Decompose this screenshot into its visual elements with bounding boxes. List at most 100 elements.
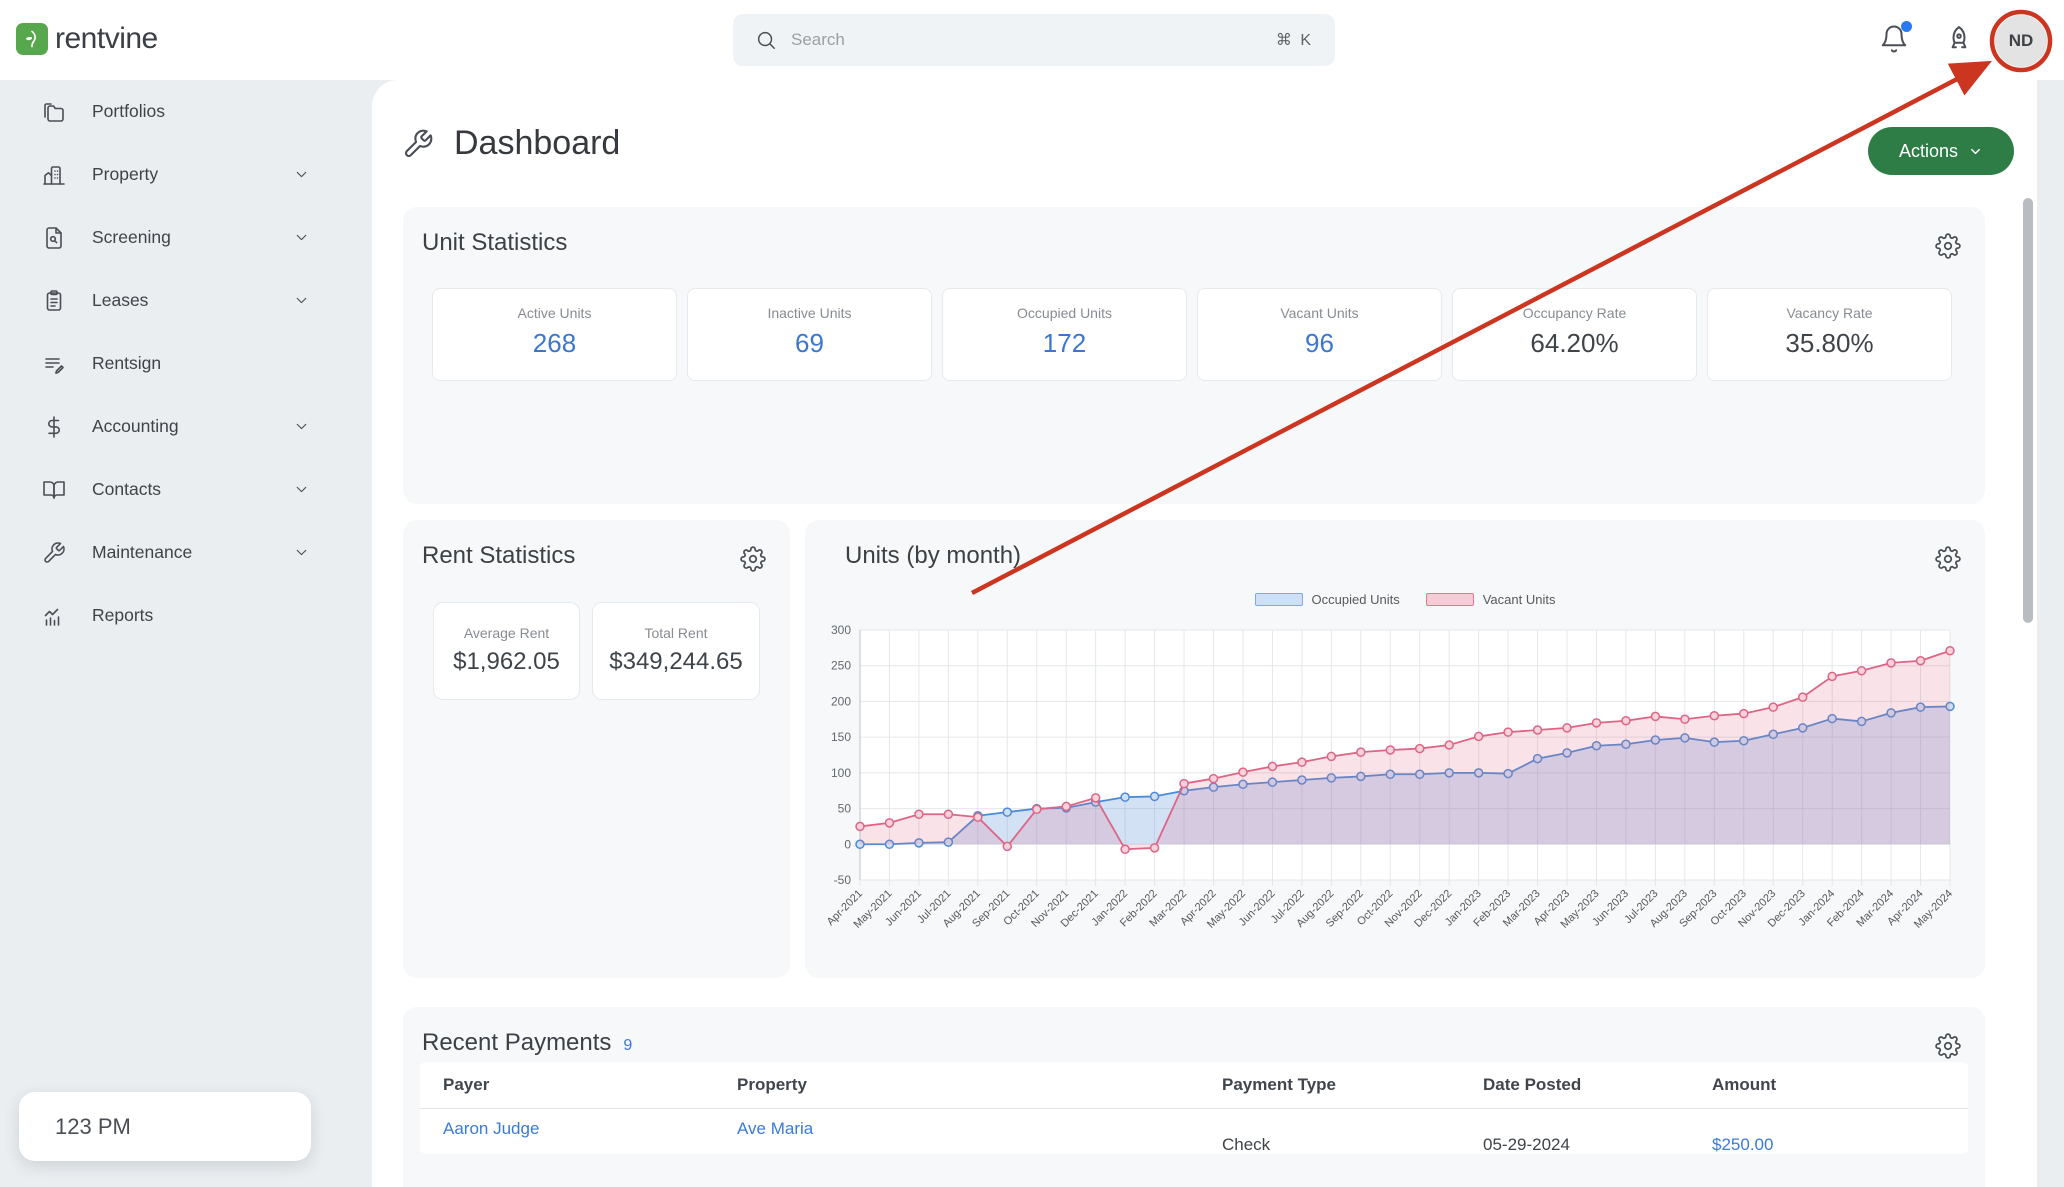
rentvine-leaf-icon [16, 23, 48, 55]
rent-stat-row: Average Rent $1,962.05 Total Rent $349,244.… [433, 602, 760, 700]
svg-text:100: 100 [831, 766, 851, 780]
folders-icon [44, 102, 64, 122]
time-toast-text: 123 PM [55, 1113, 131, 1139]
payments-table: Payer Property Payment Type Date Posted Amou… [420, 1062, 1968, 1154]
vertical-scrollbar-thumb[interactable] [2023, 198, 2033, 623]
brand-logo[interactable]: rentvine [16, 22, 158, 56]
chevron-down-icon [293, 544, 310, 561]
rent-statistics-card: Rent Statistics Average Rent $1,962.05 Tot… [403, 520, 790, 978]
wrench-icon [402, 128, 434, 160]
sidebar-item-label: Screening [92, 227, 171, 247]
sidebar-item-leases[interactable]: Leases [0, 269, 372, 332]
amount-link[interactable]: $250.00 [1712, 1135, 1774, 1154]
chart-legend: Occupied Units Vacant Units [860, 592, 1950, 607]
sidebar-item-portfolios[interactable]: Portfolios [0, 80, 372, 143]
svg-text:200: 200 [831, 694, 851, 708]
notification-badge [1901, 21, 1912, 32]
stat-label: Average Rent [463, 625, 550, 641]
sidebar-item-reports[interactable]: Reports [0, 584, 372, 647]
search-shortcut-hint: ⌘ K [1275, 32, 1313, 49]
unit-statistics-title: Unit Statistics [422, 229, 568, 256]
sidebar-item-label: Accounting [92, 416, 179, 436]
stat-label: Active Units [517, 305, 592, 321]
page-title-text: Dashboard [454, 124, 621, 162]
payer-link[interactable]: Aaron Judge [443, 1119, 540, 1138]
legend-vacant: Vacant Units [1425, 592, 1556, 607]
stat-value: 268 [532, 328, 577, 358]
stat-value: 172 [1042, 328, 1087, 358]
column-header-payer: Payer [443, 1075, 490, 1094]
unit-statistics-card: Unit Statistics Active Units 268 Inactive … [403, 207, 1985, 504]
payment-type-cell: Check [1222, 1135, 1271, 1154]
brand-wordmark: rentvine [55, 22, 158, 55]
stat-value: 96 [1305, 328, 1334, 358]
occupied-swatch [1254, 593, 1303, 606]
whats-new-button[interactable] [1944, 24, 1976, 56]
stat-label: Occupied Units [1017, 305, 1112, 321]
units-by-month-card: Units (by month) Occupied Units Vacant U… [805, 520, 1985, 978]
clipboard-icon [46, 289, 62, 311]
notifications-button[interactable] [1879, 21, 1912, 56]
date-posted-cell: 05-29-2024 [1483, 1135, 1570, 1154]
sidebar-item-screening[interactable]: Screening [0, 206, 372, 269]
chevron-down-icon [293, 229, 310, 246]
time-toast: 123 PM [19, 1092, 311, 1161]
recent-payments-header: Recent Payments 9 [422, 1029, 632, 1057]
stat-card-vacancy-rate: Vacancy Rate 35.80% [1707, 288, 1952, 381]
sidebar-item-maintenance[interactable]: Maintenance [0, 521, 372, 584]
stat-card-active-units: Active Units 268 [432, 288, 677, 381]
top-bar: rentvine ⌘ K ND [0, 0, 2064, 80]
sidebar-item-label: Portfolios [92, 101, 165, 121]
sidebar-item-label: Rentsign [92, 353, 162, 373]
column-header-property: Property [737, 1075, 807, 1094]
stat-label: Total Rent [644, 625, 708, 641]
payments-table-body: Aaron Judge Ave Maria Check 05-29-2024 $250.… [420, 1109, 1968, 1154]
recent-payments-card: Recent Payments 9 Payer Property Payment T… [403, 1007, 1985, 1187]
units-chart-settings-button[interactable] [1935, 546, 1961, 572]
stat-value: 64.20% [1530, 328, 1619, 358]
wrench-icon [44, 541, 65, 563]
unit-stat-row: Active Units 268 Inactive Units 69 Occupied … [432, 288, 1952, 381]
recent-payments-title: Recent Payments [422, 1029, 612, 1056]
legend-occupied: Occupied Units [1254, 592, 1400, 607]
legend-vacant-label: Vacant Units [1482, 592, 1556, 607]
actions-button[interactable]: Actions [1868, 127, 2014, 175]
sidebar-item-rentsign[interactable]: Rentsign [0, 332, 372, 395]
sidebar-item-label: Maintenance [92, 542, 193, 562]
search-input[interactable] [791, 30, 1262, 50]
avatar[interactable]: ND [1995, 15, 2047, 67]
chevron-down-icon [1971, 148, 1981, 154]
global-search[interactable]: ⌘ K [733, 14, 1335, 66]
svg-text:300: 300 [831, 623, 851, 637]
sidebar-item-label: Contacts [92, 479, 162, 499]
chart-icon [44, 608, 60, 626]
file-search-icon [46, 226, 62, 249]
column-header-amount: Amount [1712, 1075, 1777, 1094]
legend-occupied-label: Occupied Units [1311, 592, 1400, 607]
unit-statistics-settings-button[interactable] [1935, 233, 1961, 259]
sidebar-item-contacts[interactable]: Contacts [0, 458, 372, 521]
svg-text:50: 50 [838, 802, 852, 816]
sidebar-item-accounting[interactable]: Accounting [0, 395, 372, 458]
gear-icon [740, 546, 766, 572]
payments-table-header: Payer Property Payment Type Date Posted Amou… [420, 1062, 1968, 1109]
units-by-month-chart: -50050100150200250300Apr-2021May-2021Jun… [825, 623, 1955, 931]
building-icon [43, 165, 65, 185]
svg-text:-50: -50 [834, 873, 852, 887]
avatar-initials: ND [2008, 31, 2034, 50]
units-chart-title: Units (by month) [845, 542, 1022, 569]
stat-label: Occupancy Rate [1522, 305, 1627, 321]
sidebar-item-label: Leases [92, 290, 149, 310]
dollar-icon [48, 415, 60, 438]
rent-statistics-settings-button[interactable] [740, 546, 766, 572]
chevron-down-icon [293, 481, 310, 498]
stat-label: Inactive Units [767, 305, 852, 321]
table-row[interactable]: Aaron Judge Ave Maria Check 05-29-2024 $250.… [420, 1109, 1968, 1154]
gear-icon [1935, 1033, 1961, 1059]
sidebar-item-property[interactable]: Property [0, 143, 372, 206]
property-link[interactable]: Ave Maria [737, 1119, 814, 1138]
rocket-icon [1951, 26, 1967, 49]
bell-icon [1881, 25, 1907, 53]
stat-label: Vacancy Rate [1786, 305, 1873, 321]
recent-payments-settings-button[interactable] [1935, 1033, 1961, 1059]
